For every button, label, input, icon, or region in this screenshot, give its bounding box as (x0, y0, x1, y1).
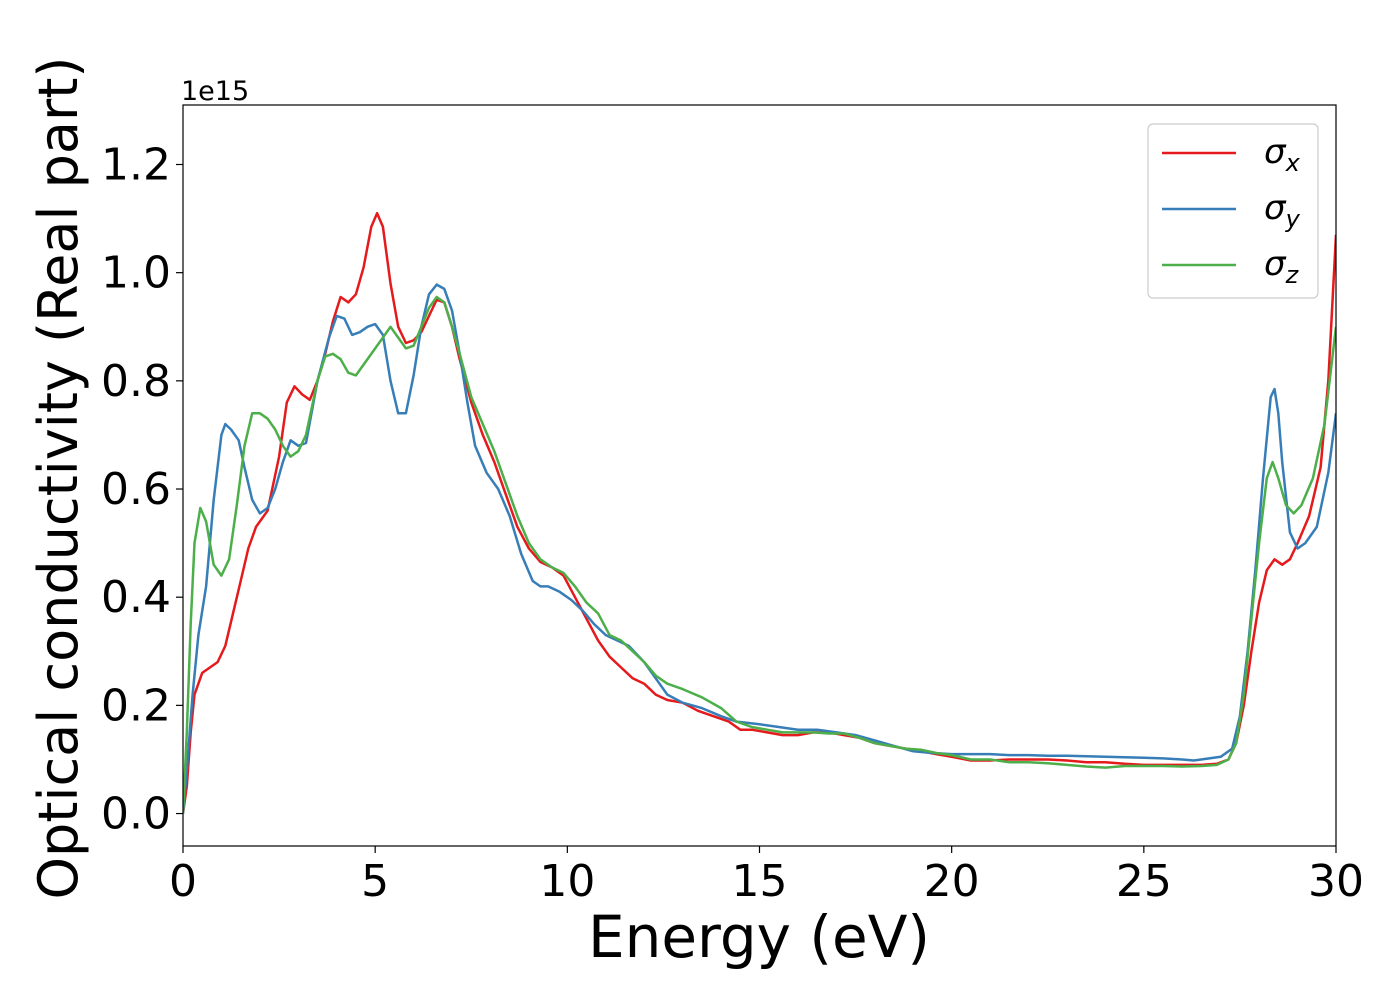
x-tick-label: 5 (361, 856, 389, 907)
x-tick-label: 10 (539, 856, 595, 907)
x-axis-label: Energy (eV) (588, 903, 930, 971)
legend-label-x: σx (1264, 132, 1301, 177)
x-tick-label: 30 (1308, 856, 1364, 907)
y-tick-label: 0.0 (101, 789, 171, 840)
y-axis-ticks: 0.0 0.2 0.4 0.6 0.8 1.0 1.2 (101, 139, 183, 840)
y-offset-label: 1e15 (181, 76, 249, 107)
y-axis-label: Optical conductivity (Real part) (27, 57, 90, 900)
series-line-y (183, 283, 1336, 814)
legend-label-y: σy (1264, 188, 1301, 233)
series-line-z (183, 295, 1336, 814)
x-tick-label: 25 (1116, 856, 1172, 907)
y-tick-label: 1.0 (101, 248, 171, 299)
y-tick-label: 0.8 (101, 356, 171, 407)
x-tick-label: 0 (169, 856, 197, 907)
y-tick-label: 0.2 (101, 680, 171, 731)
x-axis-ticks: 0 5 10 15 20 25 30 (169, 846, 1364, 907)
y-tick-label: 1.2 (101, 139, 171, 190)
x-tick-label: 20 (924, 856, 980, 907)
y-tick-label: 0.6 (101, 464, 171, 515)
series-lines (183, 211, 1336, 814)
y-tick-label: 0.4 (101, 572, 171, 623)
legend-label-z: σz (1264, 244, 1300, 289)
legend-frame (1147, 123, 1319, 299)
x-tick-label: 15 (732, 856, 788, 907)
plot-frame (182, 104, 1337, 847)
legend: σx σy σz (1147, 123, 1319, 299)
